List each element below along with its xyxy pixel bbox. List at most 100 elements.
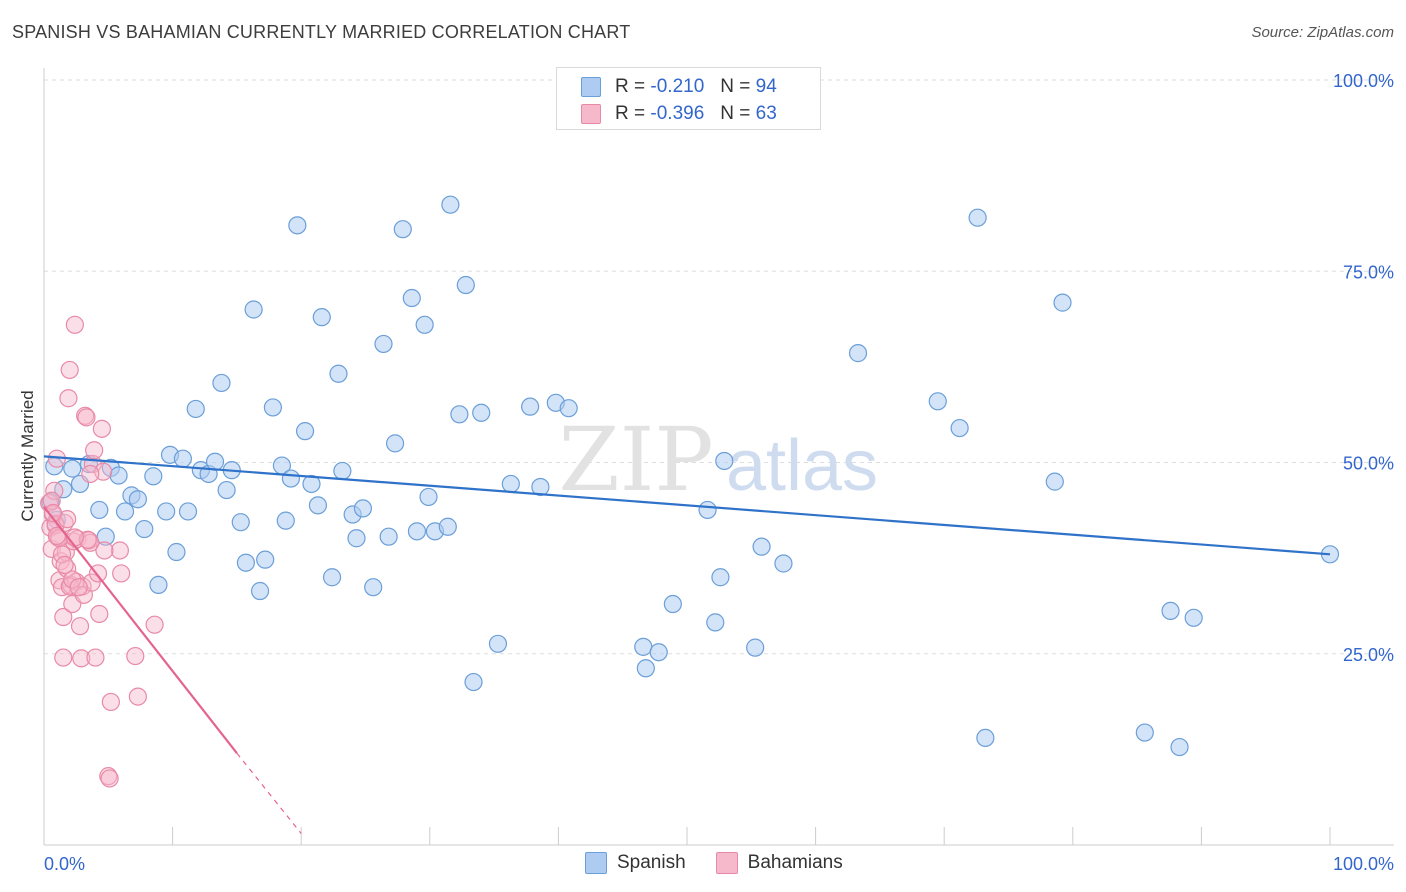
spanish-point (115, 502, 135, 521)
spanish-point (649, 643, 668, 662)
bahamian-point (72, 649, 91, 668)
spanish-point (276, 511, 295, 530)
bahamian-point (95, 541, 114, 560)
spanish-point (302, 474, 321, 494)
spanish-point (1045, 472, 1064, 491)
spanish-point (746, 638, 765, 657)
bahamian-point (43, 503, 63, 523)
watermark-atlas: atlas (726, 426, 878, 506)
stats-legend: R = -0.210 N = 94 R = -0.396 N = 63 (556, 67, 821, 130)
spanish-point (236, 553, 256, 572)
legend-item-bahamians[interactable]: Bahamians (715, 852, 843, 874)
spanish-point (173, 449, 192, 468)
bahamian-point (65, 315, 84, 334)
n-value: 63 (755, 103, 777, 124)
spanish-point (312, 308, 331, 327)
spanish-point (144, 467, 163, 486)
spanish-point (157, 502, 176, 521)
bahamian-point (54, 648, 73, 667)
spanish-point (634, 637, 653, 656)
spanish-point (135, 519, 154, 539)
r-value: -0.210 (650, 76, 705, 97)
spanish-point (450, 405, 469, 424)
y-tick-label: 100.0% (1333, 71, 1394, 91)
x-tick-min: 0.0% (44, 854, 85, 874)
bahamian-point (70, 617, 90, 636)
spanish-point (663, 594, 682, 614)
spanish-point (415, 315, 434, 334)
spanish-point (63, 459, 82, 478)
spanish-point (559, 399, 578, 418)
spanish-point (1170, 737, 1189, 757)
spanish-point (1161, 601, 1180, 621)
spanish-point (186, 399, 205, 419)
bahamian-point (54, 607, 73, 627)
spanish-point (501, 474, 520, 494)
x-tick-labels: 0.0% 100.0% (44, 854, 1394, 874)
spanish-point (322, 568, 342, 587)
spanish-point (521, 397, 540, 416)
bahamian-point (59, 389, 78, 408)
spanish-point (109, 466, 128, 485)
bahamians-swatch (715, 852, 738, 874)
r-label: R = (615, 76, 646, 97)
bahamian-point (52, 545, 72, 564)
spanish-point (364, 578, 383, 597)
spanish-point (149, 575, 168, 595)
spanish-point (256, 550, 275, 569)
spanish-point (774, 554, 793, 573)
bahamian-point (55, 555, 74, 575)
bahamian-point (92, 419, 111, 438)
spanish-point (90, 500, 109, 520)
bahamian-point (81, 464, 100, 484)
series-bahamians-points (40, 315, 164, 788)
spanish-point (212, 373, 231, 393)
spanish-point (374, 334, 393, 354)
source-note: Source: ZipAtlas.com (1251, 24, 1394, 41)
stats-row-bahamians: R = -0.396 N = 63 (581, 102, 777, 126)
spanish-point (976, 728, 995, 748)
spanish-point (441, 195, 460, 214)
spanish-point (456, 275, 475, 295)
series-spanish-points (41, 195, 1340, 757)
bahamian-point (126, 646, 145, 666)
y-tick-label: 75.0% (1343, 262, 1394, 282)
stats-row-spanish: R = -0.210 N = 94 (581, 75, 777, 99)
legend-item-spanish[interactable]: Spanish (585, 852, 686, 874)
spanish-point (472, 403, 491, 422)
spanish-point (347, 529, 366, 548)
spanish-point (1053, 293, 1072, 312)
spanish-point (711, 568, 730, 587)
spanish-point (968, 208, 987, 227)
spanish-point (419, 487, 438, 507)
spanish-point (488, 634, 508, 653)
bahamian-point (47, 526, 66, 546)
spanish-point (54, 480, 73, 499)
spanish-swatch (585, 852, 607, 874)
bahamian-point (77, 408, 96, 427)
spanish-point (281, 469, 301, 488)
spanish-point (531, 477, 550, 497)
spanish-point (928, 392, 947, 411)
n-label: N = (720, 103, 751, 124)
spanish-point (329, 364, 348, 383)
spanish-point (950, 418, 969, 438)
y-tick-label: 50.0% (1343, 454, 1394, 474)
spanish-point (385, 434, 405, 453)
spanish-point (715, 451, 734, 471)
spanish-point (379, 527, 398, 546)
bahamian-trend-line (43, 506, 238, 754)
y-tick-labels: 100.0% 75.0% 50.0% 25.0% (1333, 71, 1394, 665)
r-label: R = (615, 103, 646, 124)
spanish-point (706, 613, 725, 632)
legend-label-bahamians: Bahamians (747, 852, 843, 873)
legend-label-spanish: Spanish (617, 852, 686, 873)
watermark-zip: ZIP (558, 408, 713, 511)
spanish-point (263, 398, 283, 417)
series-legend: Spanish Bahamians (585, 852, 873, 874)
bahamian-point (90, 604, 109, 624)
spanish-point (402, 288, 421, 308)
r-value: -0.396 (650, 103, 705, 124)
chart-title: SPANISH VS BAHAMIAN CURRENTLY MARRIED CO… (12, 22, 631, 42)
